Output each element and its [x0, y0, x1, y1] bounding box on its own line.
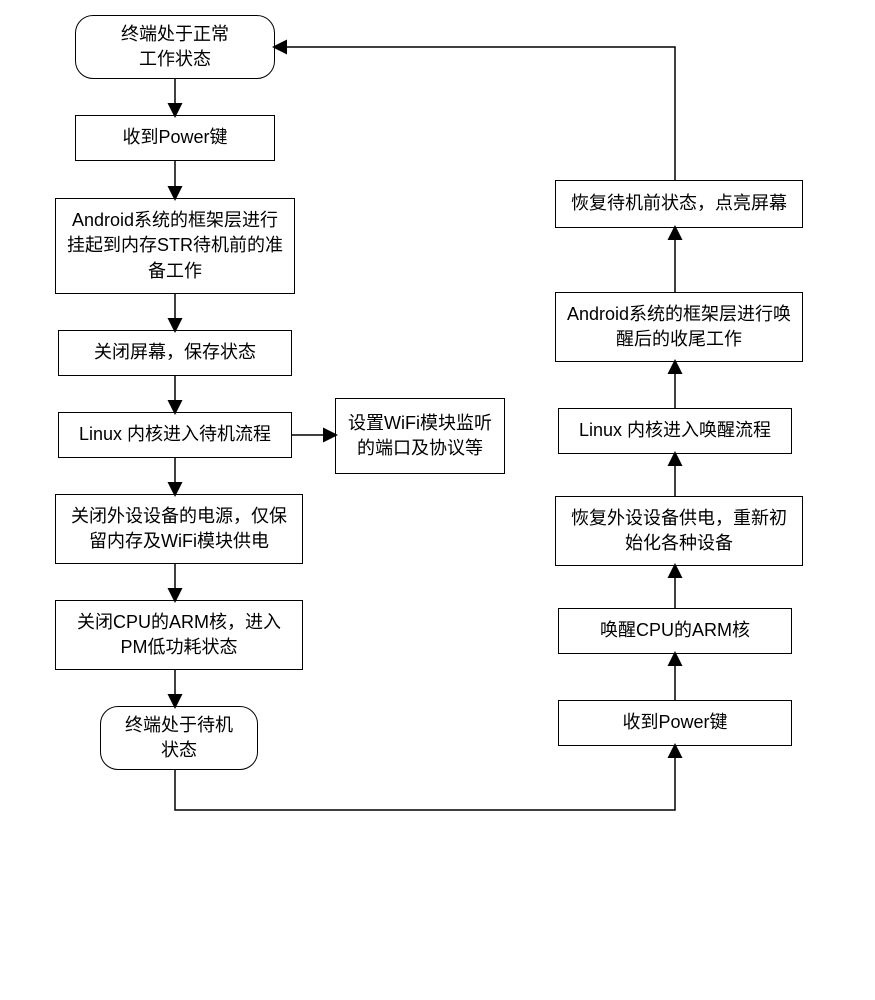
- flowchart-node-n_kstdby: Linux 内核进入待机流程: [58, 412, 292, 458]
- node-label: 关闭外设设备的电源，仅保留内存及WiFi模块供电: [66, 504, 292, 554]
- node-label: Android系统的框架层进行唤醒后的收尾工作: [566, 302, 792, 352]
- node-label: Linux 内核进入唤醒流程: [579, 418, 771, 443]
- node-label: 唤醒CPU的ARM核: [600, 618, 750, 643]
- flowchart-node-n_finish: Android系统的框架层进行唤醒后的收尾工作: [555, 292, 803, 362]
- node-label: 恢复待机前状态，点亮屏幕: [571, 191, 787, 216]
- flowchart-node-n_wifi: 设置WiFi模块监听的端口及协议等: [335, 398, 505, 474]
- node-label: 收到Power键: [122, 125, 227, 150]
- flowchart-node-n_kwake: Linux 内核进入唤醒流程: [558, 408, 792, 454]
- node-label: 终端处于正常 工作状态: [121, 22, 229, 72]
- node-label: 终端处于待机 状态: [125, 713, 233, 763]
- flowchart-node-n_offdev: 关闭外设设备的电源，仅保留内存及WiFi模块供电: [55, 494, 303, 564]
- flowchart-node-n_offarm: 关闭CPU的ARM核，进入PM低功耗状态: [55, 600, 303, 670]
- node-label: 关闭CPU的ARM核，进入PM低功耗状态: [66, 610, 292, 660]
- flowchart-node-n_prepare: Android系统的框架层进行挂起到内存STR待机前的准备工作: [55, 198, 295, 294]
- node-label: 收到Power键: [622, 710, 727, 735]
- node-label: Linux 内核进入待机流程: [79, 422, 271, 447]
- node-label: 关闭屏幕，保存状态: [94, 340, 256, 365]
- flowchart-node-n_close: 关闭屏幕，保存状态: [58, 330, 292, 376]
- flowchart-node-n_wakecpu: 唤醒CPU的ARM核: [558, 608, 792, 654]
- flowchart-node-n_power1: 收到Power键: [75, 115, 275, 161]
- flowchart-node-n_restdev: 恢复外设设备供电，重新初始化各种设备: [555, 496, 803, 566]
- node-label: 恢复外设设备供电，重新初始化各种设备: [566, 506, 792, 556]
- flowchart-node-n_start: 终端处于正常 工作状态: [75, 15, 275, 79]
- flowchart-node-n_standby: 终端处于待机 状态: [100, 706, 258, 770]
- node-label: Android系统的框架层进行挂起到内存STR待机前的准备工作: [66, 208, 284, 284]
- flowchart-node-n_power2: 收到Power键: [558, 700, 792, 746]
- flowchart-node-n_restore: 恢复待机前状态，点亮屏幕: [555, 180, 803, 228]
- node-label: 设置WiFi模块监听的端口及协议等: [346, 411, 494, 461]
- flowchart-edge-14: [275, 47, 675, 180]
